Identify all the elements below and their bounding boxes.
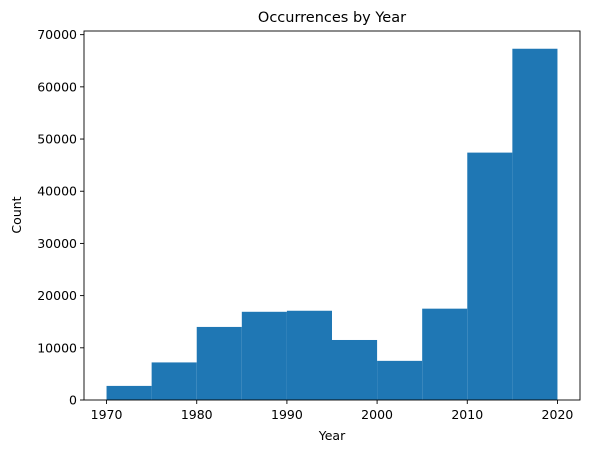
histogram-bar: [196, 326, 242, 400]
y-tick-label: 60000: [37, 79, 77, 94]
x-tick-label: 1970: [91, 407, 123, 422]
y-tick-label: 70000: [37, 27, 77, 42]
x-tick-label: 1990: [271, 407, 303, 422]
y-axis-ticks: 0 10000 20000 30000 40000 50000 60000 70000: [37, 27, 84, 408]
x-tick-label: 1980: [181, 407, 213, 422]
y-tick-label: 40000: [37, 184, 77, 199]
chart-title: Occurrences by Year: [258, 10, 406, 26]
y-tick-label: 20000: [37, 288, 77, 303]
x-tick-label: 2010: [451, 407, 483, 422]
y-tick-label: 30000: [37, 236, 77, 251]
y-tick-label: 0: [69, 393, 77, 408]
y-tick-label: 10000: [37, 340, 77, 355]
histogram-bar: [332, 339, 378, 400]
histogram-bar: [512, 48, 558, 401]
histogram-bar: [286, 310, 332, 400]
y-tick-label: 50000: [37, 132, 77, 147]
y-axis-label: Count: [9, 196, 24, 233]
x-tick-label: 2000: [361, 407, 393, 422]
histogram-bar: [241, 311, 287, 400]
histogram-bar: [467, 152, 513, 400]
x-tick-label: 2020: [542, 407, 574, 422]
histogram-bar: [151, 362, 197, 400]
plot-frame: [83, 30, 581, 401]
x-axis-label: Year: [318, 428, 346, 443]
bars-group: [106, 48, 558, 401]
histogram-bar: [106, 385, 152, 400]
histogram-bar: [377, 360, 423, 400]
x-axis-ticks: 1970 1980 1990 2000 2010 2020: [91, 400, 574, 422]
histogram-bar: [422, 308, 468, 400]
